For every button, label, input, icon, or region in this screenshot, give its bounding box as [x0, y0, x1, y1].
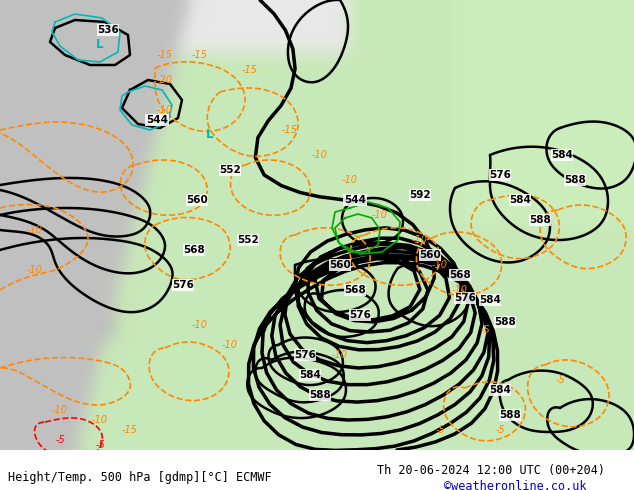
Text: 584: 584 — [551, 150, 573, 160]
Text: 552: 552 — [219, 165, 241, 175]
Text: -5: -5 — [480, 325, 490, 335]
Text: 544: 544 — [344, 195, 366, 205]
Text: 576: 576 — [349, 310, 371, 320]
Text: -15: -15 — [192, 50, 208, 60]
Text: 560: 560 — [186, 195, 208, 205]
Text: 592: 592 — [409, 190, 431, 200]
Text: 584: 584 — [299, 370, 321, 380]
Text: 568: 568 — [344, 285, 366, 295]
Text: 588: 588 — [564, 175, 586, 185]
Text: -10: -10 — [222, 340, 238, 350]
Text: -10: -10 — [27, 265, 43, 275]
Text: 584: 584 — [489, 385, 511, 395]
Text: -10: -10 — [157, 105, 173, 115]
Text: 588: 588 — [529, 215, 551, 225]
Text: -10: -10 — [312, 150, 328, 160]
Text: 588: 588 — [309, 390, 331, 400]
Text: -10: -10 — [452, 285, 468, 295]
Text: 584: 584 — [479, 295, 501, 305]
Text: -15: -15 — [242, 65, 258, 75]
Text: -15: -15 — [282, 125, 298, 135]
Text: -10: -10 — [372, 210, 388, 220]
Text: -10: -10 — [432, 260, 448, 270]
Text: 544: 544 — [146, 115, 168, 125]
Text: -15: -15 — [157, 50, 173, 60]
Text: -10: -10 — [342, 175, 358, 185]
Text: -10: -10 — [27, 225, 43, 235]
Text: 560: 560 — [329, 260, 351, 270]
Text: -5: -5 — [55, 435, 65, 445]
Text: L: L — [206, 128, 214, 142]
Text: L: L — [96, 39, 104, 51]
Text: 576: 576 — [294, 350, 316, 360]
Text: Height/Temp. 500 hPa [gdmp][°C] ECMWF: Height/Temp. 500 hPa [gdmp][°C] ECMWF — [8, 471, 271, 484]
Text: 588: 588 — [499, 410, 521, 420]
Text: -10: -10 — [92, 415, 108, 425]
Text: -5: -5 — [435, 425, 445, 435]
Text: -5: -5 — [495, 425, 505, 435]
Text: 560: 560 — [419, 250, 441, 260]
Text: 536: 536 — [97, 25, 119, 35]
Text: 576: 576 — [172, 280, 194, 290]
Text: -15: -15 — [122, 425, 138, 435]
Text: 568: 568 — [183, 245, 205, 255]
Text: ©weatheronline.co.uk: ©weatheronline.co.uk — [444, 480, 586, 490]
Text: -5: -5 — [555, 375, 565, 385]
Text: 584: 584 — [509, 195, 531, 205]
Text: 552: 552 — [237, 235, 259, 245]
Text: 568: 568 — [449, 270, 471, 280]
Text: 576: 576 — [489, 170, 511, 180]
Text: 588: 588 — [494, 317, 516, 327]
Text: -5: -5 — [95, 440, 105, 450]
Text: Th 20-06-2024 12:00 UTC (00+204): Th 20-06-2024 12:00 UTC (00+204) — [377, 464, 605, 477]
Text: -10: -10 — [52, 405, 68, 415]
Text: -20: -20 — [157, 75, 173, 85]
Text: 576: 576 — [454, 293, 476, 303]
Text: -10: -10 — [192, 320, 208, 330]
Text: -10: -10 — [412, 235, 428, 245]
Text: -10: -10 — [332, 350, 348, 360]
